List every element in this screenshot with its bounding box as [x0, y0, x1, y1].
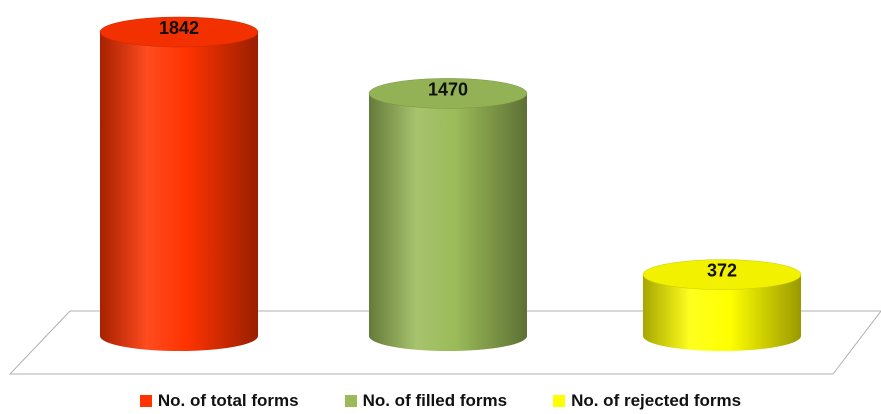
legend-item-filled-forms: No. of filled forms [344, 391, 508, 411]
bar-top-filled-forms [368, 78, 528, 109]
data-label-filled-forms: 1470 [428, 79, 468, 99]
chart-floor [8, 310, 881, 375]
data-label-total-forms: 1842 [159, 18, 199, 38]
bar-total-forms [100, 32, 258, 351]
bar-rejected-forms [643, 274, 801, 351]
legend-swatch-filled-forms [344, 395, 357, 407]
legend-swatch-rejected-forms [553, 395, 566, 407]
chart-legend: No. of total forms No. of filled forms N… [0, 388, 881, 414]
legend-label-filled-forms: No. of filled forms [362, 391, 508, 410]
bar-filled-forms [369, 93, 527, 351]
legend-label-rejected-forms: No. of rejected forms [571, 391, 742, 410]
legend-item-rejected-forms: No. of rejected forms [553, 391, 741, 411]
legend-item-total-forms: No. of total forms [139, 391, 299, 411]
legend-label-total-forms: No. of total forms [157, 391, 299, 410]
legend-swatch-total-forms [139, 395, 152, 407]
data-label-rejected-forms: 372 [707, 261, 737, 281]
bar-top-total-forms [99, 16, 259, 48]
bar-top-rejected-forms [642, 259, 802, 290]
